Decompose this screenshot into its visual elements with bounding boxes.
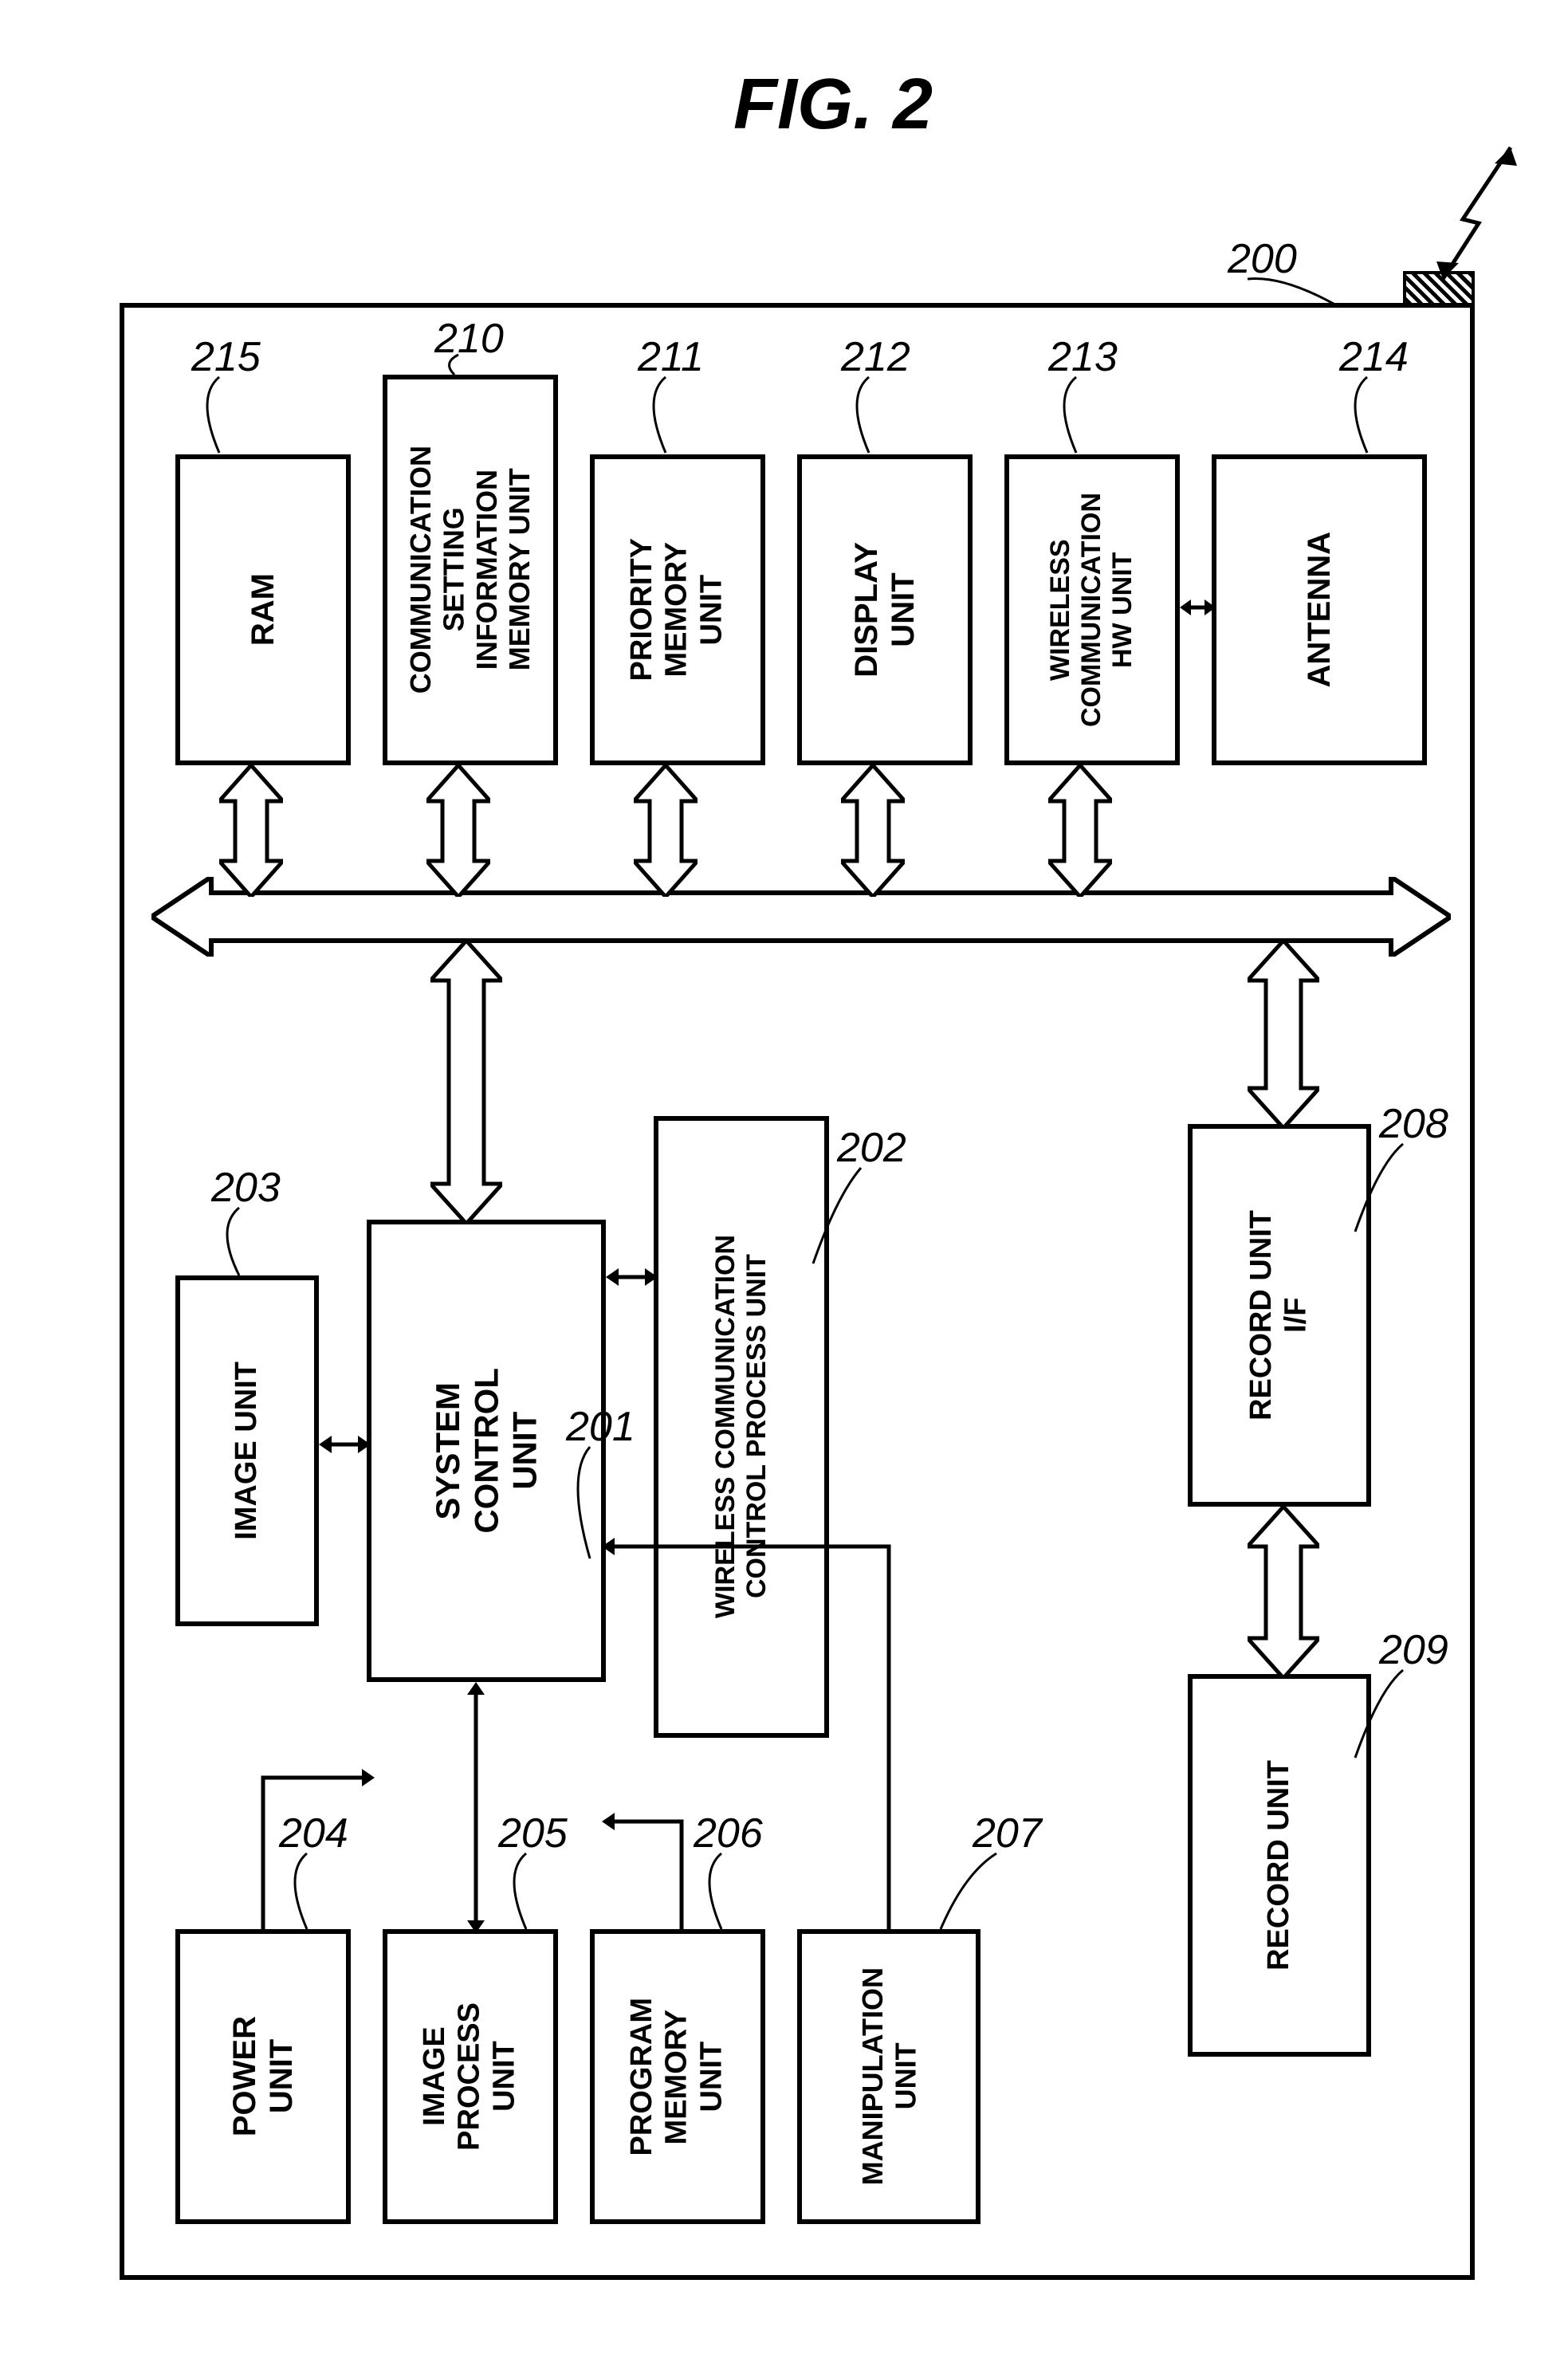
leader-img-proc bbox=[494, 1849, 574, 1937]
block-power-label: POWER UNIT bbox=[226, 2016, 300, 2136]
block-img-proc: IMAGE PROCESS UNIT bbox=[383, 1929, 558, 2224]
block-img-proc-label: IMAGE PROCESS UNIT bbox=[418, 2002, 522, 2151]
conn-wlesshw-bus bbox=[1048, 765, 1112, 897]
block-comm-mem: COMMUNICATION SETTING INFORMATION MEMORY… bbox=[383, 375, 558, 765]
block-sys-ctrl-label: SYSTEM CONTROL UNIT bbox=[429, 1368, 544, 1534]
conn-image-sysctrl bbox=[319, 1427, 371, 1463]
conn-sysctrl-imgproc bbox=[458, 1682, 494, 1933]
conn-recif-bus bbox=[1248, 941, 1319, 1128]
block-prio-mem-label: PRIORITY MEMORY UNIT bbox=[625, 538, 729, 681]
block-comm-mem-label: COMMUNICATION SETTING INFORMATION MEMORY… bbox=[404, 446, 536, 694]
block-rec-if-label: RECORD UNIT I/F bbox=[1244, 1210, 1314, 1421]
block-antenna-label: ANTENNA bbox=[1301, 532, 1338, 688]
block-wless-hw: WIRELESS COMMUNICATION HW UNIT bbox=[1004, 454, 1180, 765]
conn-sysctrl-bus bbox=[430, 941, 502, 1224]
block-rec-if: RECORD UNIT I/F bbox=[1188, 1124, 1371, 1507]
leader-wless-cp bbox=[789, 1164, 869, 1267]
block-prog-mem: PROGRAM MEMORY UNIT bbox=[590, 1929, 765, 2224]
leader-display bbox=[837, 373, 917, 461]
block-prio-mem: PRIORITY MEMORY UNIT bbox=[590, 454, 765, 765]
conn-sysctrl-wlesscp bbox=[606, 1260, 658, 1295]
conn-wlesshw-antenna bbox=[1180, 590, 1216, 626]
leader-ram bbox=[187, 373, 267, 461]
block-manip: MANIPULATION UNIT bbox=[797, 1929, 980, 2224]
block-ram-label: RAM bbox=[245, 573, 281, 646]
leader-antenna bbox=[1335, 373, 1415, 461]
figure-container: FIG. 2 200 RAM COMMUNICATION SETTING INF… bbox=[32, 32, 1536, 2326]
block-display: DISPLAY UNIT bbox=[797, 454, 973, 765]
block-antenna: ANTENNA bbox=[1212, 454, 1427, 765]
block-manip-label: MANIPULATION UNIT bbox=[856, 1967, 922, 2185]
conn-commmem-bus bbox=[426, 765, 490, 897]
figure-title: FIG. 2 bbox=[733, 64, 933, 146]
leader-prio-mem bbox=[634, 373, 713, 461]
block-wless-hw-label: WIRELESS COMMUNICATION HW UNIT bbox=[1045, 493, 1138, 727]
conn-power-sysctrl bbox=[247, 1762, 375, 1933]
block-rec-unit: RECORD UNIT bbox=[1188, 1674, 1371, 2057]
conn-manip-sysctrl bbox=[602, 1531, 905, 1933]
block-image: IMAGE UNIT bbox=[175, 1275, 319, 1626]
leader-comm-mem bbox=[426, 351, 482, 383]
antenna-emission bbox=[1435, 112, 1568, 295]
conn-display-bus bbox=[841, 765, 905, 897]
conn-priomem-bus bbox=[634, 765, 698, 897]
leader-rec-if bbox=[1347, 1140, 1419, 1236]
leader-manip bbox=[917, 1849, 1004, 1937]
block-display-label: DISPLAY UNIT bbox=[848, 542, 922, 678]
leader-wless-hw bbox=[1044, 373, 1124, 461]
leader-rec-unit bbox=[1347, 1666, 1419, 1762]
leader-image bbox=[207, 1204, 287, 1283]
conn-ram-bus bbox=[219, 765, 283, 897]
conn-recif-recunit bbox=[1248, 1507, 1319, 1678]
block-power: POWER UNIT bbox=[175, 1929, 351, 2224]
block-rec-unit-label: RECORD UNIT bbox=[1262, 1760, 1297, 1971]
block-image-label: IMAGE UNIT bbox=[230, 1362, 265, 1540]
block-prog-mem-label: PROGRAM MEMORY UNIT bbox=[625, 1998, 729, 2156]
block-ram: RAM bbox=[175, 454, 351, 765]
